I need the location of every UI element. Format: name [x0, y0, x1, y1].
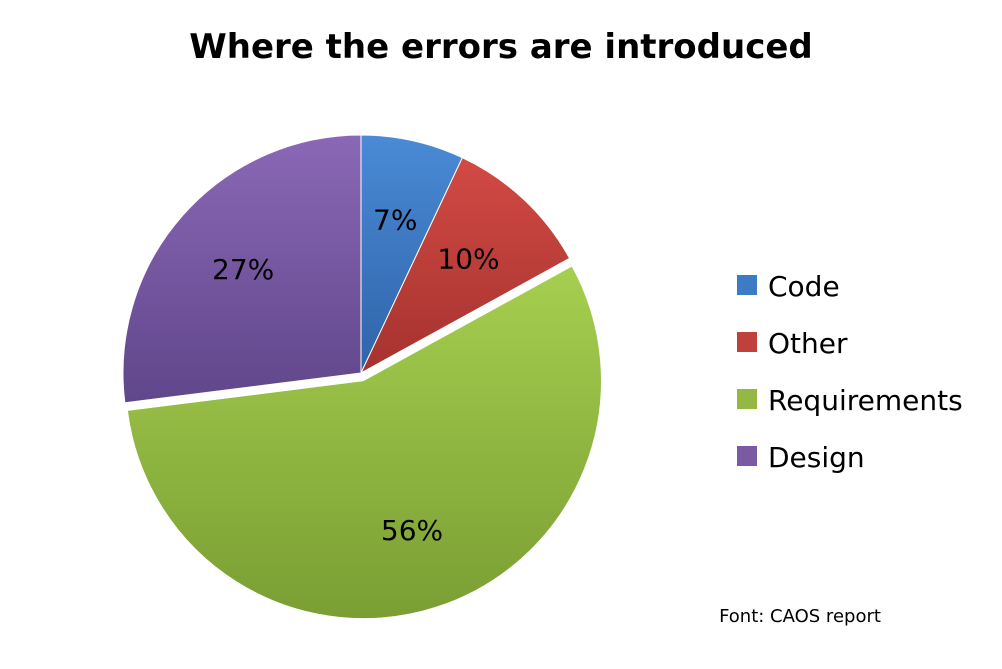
data-label-design: 27%: [212, 253, 274, 286]
data-label-requirements: 56%: [381, 514, 443, 547]
legend-label-code: Code: [768, 270, 840, 303]
pie-data-labels: 7% 10% 56% 27%: [212, 204, 500, 547]
legend-label-design: Design: [768, 441, 865, 474]
pie-slice-other: [359, 156, 571, 375]
legend-label-requirements: Requirements: [768, 384, 963, 417]
chart-title: Where the errors are introduced: [189, 27, 813, 67]
pie-slice-code: [360, 134, 464, 374]
pie-slice-design: [122, 134, 362, 404]
legend-swatch-code: [737, 275, 757, 295]
source-note: Font: CAOS report: [719, 606, 881, 627]
chart-legend: Code Other Requirements Design: [737, 270, 963, 474]
legend-swatch-design: [737, 446, 757, 466]
pie-slices: [122, 134, 602, 620]
data-label-code: 7%: [373, 204, 417, 237]
legend-label-other: Other: [768, 327, 848, 360]
pie-slice-requirements: [126, 265, 602, 620]
legend-swatch-requirements: [737, 389, 757, 409]
legend-swatch-other: [737, 332, 757, 352]
data-label-other: 10%: [437, 242, 499, 275]
